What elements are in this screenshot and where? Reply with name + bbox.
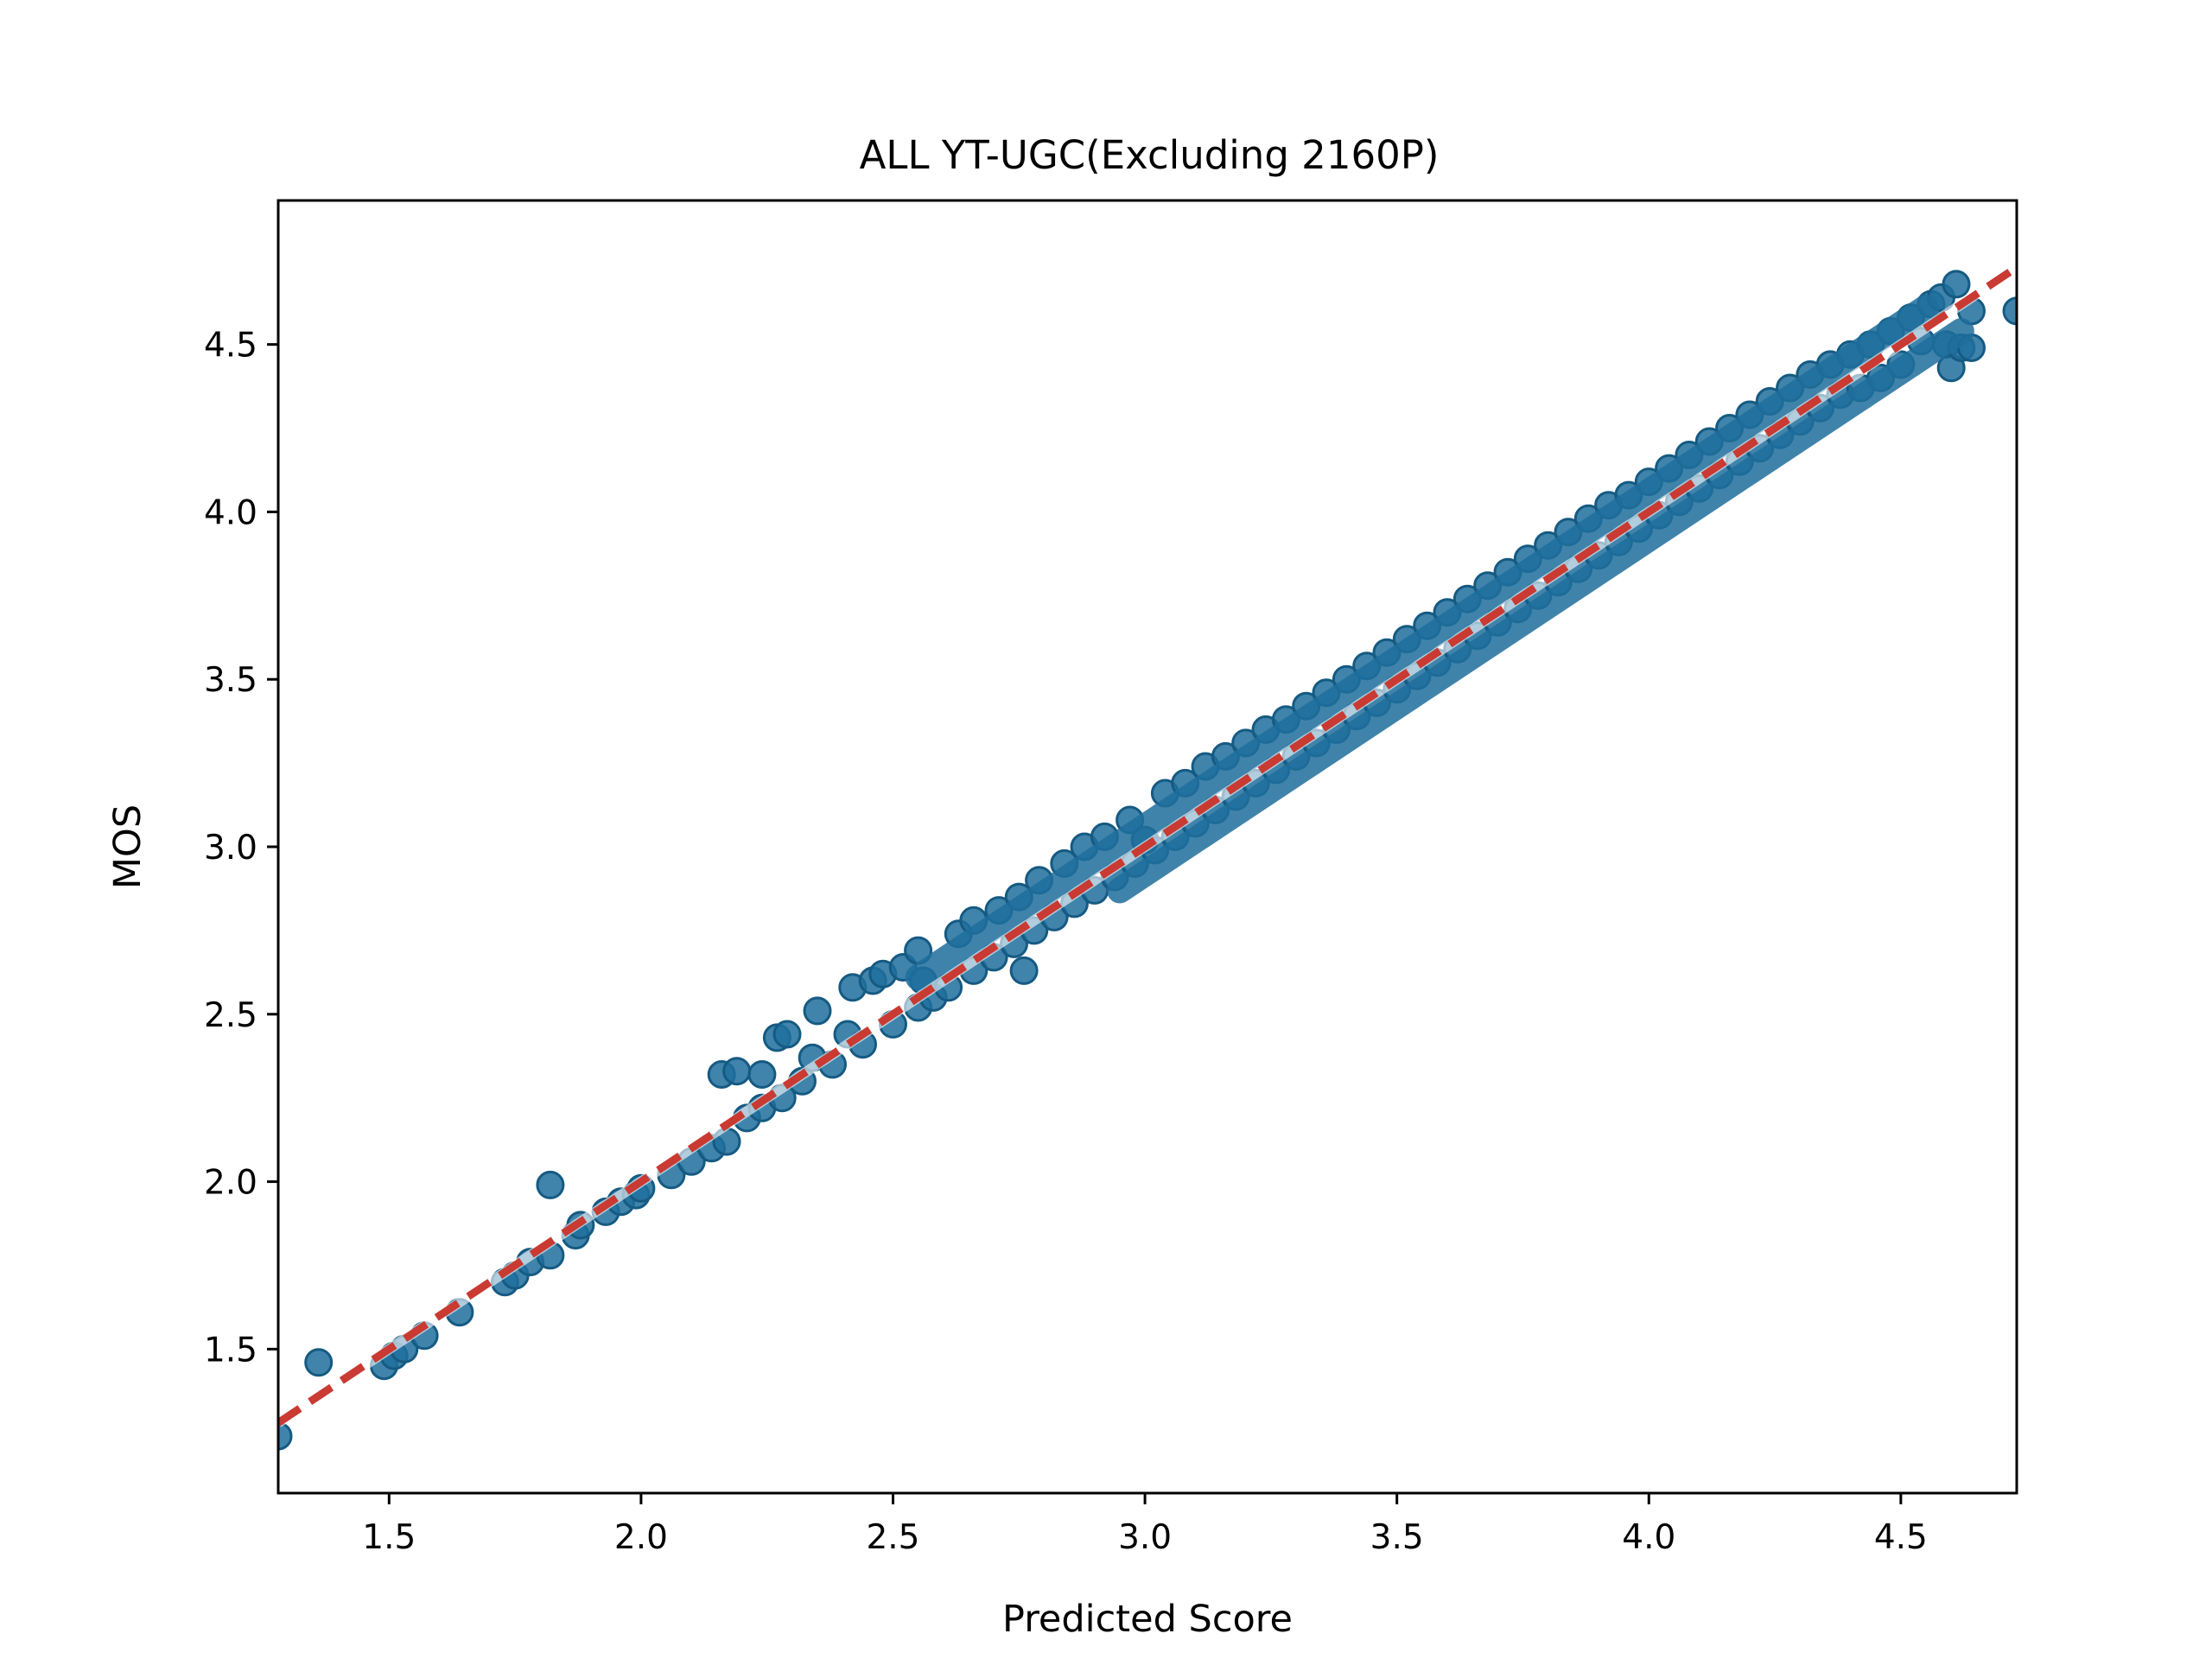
fit-line: [278, 264, 2017, 1427]
data-point: [722, 1057, 752, 1086]
y-tick-label: 2.5: [204, 996, 257, 1035]
y-axis: 1.5 2.0 2.5 3.0 3.5 4.0 4.5: [204, 327, 278, 1370]
data-point: [304, 1348, 334, 1377]
data-point: [747, 1060, 777, 1089]
point-density-band: [905, 295, 1940, 991]
y-tick-label: 3.0: [204, 829, 257, 868]
y-tick-label: 3.5: [204, 661, 257, 700]
data-point: [1942, 270, 1971, 299]
point-density-band: [1106, 318, 1974, 904]
x-tick-label: 3.0: [1118, 1518, 1172, 1557]
chart-title: ALL YT-UGC(Excluding 2160P): [860, 132, 1440, 178]
x-tick-label: 2.5: [866, 1518, 919, 1557]
y-tick-label: 1.5: [204, 1331, 257, 1370]
x-tick-label: 3.5: [1370, 1518, 1424, 1557]
data-point: [1009, 956, 1039, 985]
data-point: [278, 1421, 293, 1451]
x-tick-label: 1.5: [362, 1518, 416, 1557]
x-axis-label: Predicted Score: [1002, 1598, 1293, 1641]
data-point: [772, 1020, 802, 1049]
data-point: [2002, 296, 2017, 326]
x-axis: 1.5 2.0 2.5 3.0 3.5 4.0 4.5: [362, 1493, 1928, 1557]
fit-line-group: [278, 263, 2017, 1427]
x-tick-label: 2.0: [614, 1518, 668, 1557]
data-point: [536, 1170, 565, 1199]
y-tick-label: 4.5: [204, 327, 257, 365]
y-tick-label: 2.0: [204, 1164, 257, 1203]
y-tick-label: 4.0: [204, 493, 257, 532]
data-point: [803, 996, 832, 1026]
x-tick-label: 4.5: [1874, 1518, 1928, 1557]
y-axis-label: MOS: [106, 804, 149, 889]
x-tick-label: 4.0: [1622, 1518, 1675, 1557]
